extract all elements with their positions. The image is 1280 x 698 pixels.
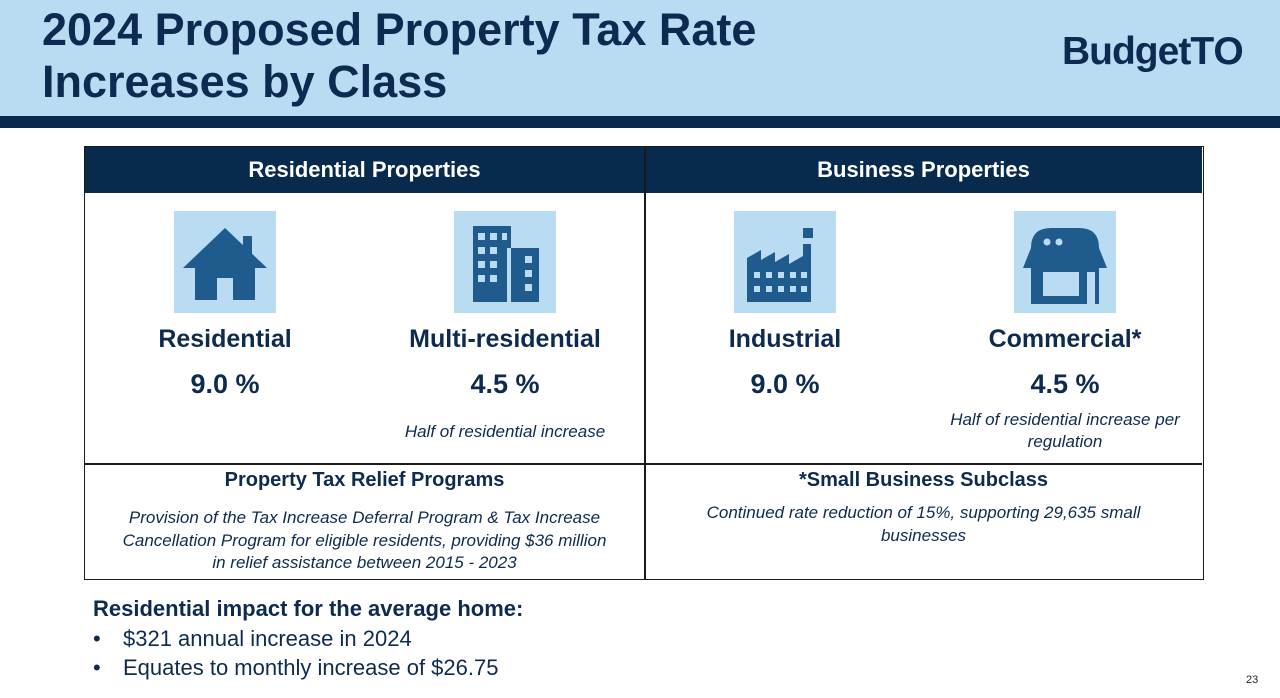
class-label: Residential (158, 325, 292, 353)
apartment-building-icon (454, 211, 556, 313)
class-multi-residential: Multi-residential 4.5 % Half of resident… (365, 211, 645, 443)
tax-class-table: Residential Properties Business Properti… (84, 146, 1204, 580)
class-rate: 9.0 % (750, 369, 820, 399)
small-business-line-1: Continued rate reduction of 15%, support… (706, 503, 1141, 522)
page-number: 23 (1246, 674, 1259, 686)
storefront-icon (1014, 211, 1116, 313)
relief-programs-description: Provision of the Tax Increase Deferral P… (85, 507, 644, 575)
class-note-line-2: regulation (1027, 432, 1103, 451)
class-rate: 9.0 % (190, 369, 260, 399)
small-business-line-2: businesses (880, 525, 967, 545)
bullet-icon: • (93, 626, 101, 651)
relief-line-2: Cancellation Program for eligible reside… (122, 530, 607, 550)
budgetto-logo: BudgetTO (1062, 30, 1244, 74)
class-note-line-1: Half of residential increase per (950, 410, 1180, 429)
class-rate: 4.5 % (470, 369, 540, 399)
class-note: Half of residential increase (404, 422, 606, 441)
logo-suffix: TO (1190, 30, 1244, 73)
class-note: Half of residential increase per regulat… (925, 409, 1205, 453)
impact-list: • $321 annual increase in 2024 • Equates t… (93, 624, 498, 682)
slide-title: 2024 Proposed Property Tax Rate Increase… (42, 4, 756, 108)
residential-properties-header: Residential Properties (85, 147, 644, 193)
class-industrial: Industrial 9.0 % (645, 211, 925, 399)
relief-line-1: Provision of the Tax Increase Deferral P… (128, 508, 601, 527)
relief-programs-title: Property Tax Relief Programs (224, 469, 505, 491)
class-residential: Residential 9.0 % (85, 211, 365, 399)
title-banner (0, 0, 1280, 116)
class-rate: 4.5 % (1030, 369, 1100, 399)
class-commercial: Commercial* 4.5 % Half of residential in… (925, 211, 1205, 453)
logo-prefix: Budget (1062, 30, 1191, 73)
class-label: Commercial* (988, 325, 1142, 353)
small-business-description: Continued rate reduction of 15%, support… (645, 502, 1202, 547)
house-icon (174, 211, 276, 313)
bullet-icon: • (93, 655, 101, 680)
impact-heading: Residential impact for the average home: (93, 596, 524, 621)
list-item: • Equates to monthly increase of $26.75 (93, 653, 498, 682)
factory-icon (734, 211, 836, 313)
slide-title-line-1: 2024 Proposed Property Tax Rate (42, 4, 757, 55)
list-item: • $321 annual increase in 2024 (93, 624, 498, 653)
title-divider (0, 116, 1280, 128)
slide-title-line-2: Increases by Class (42, 56, 448, 107)
class-label: Multi-residential (409, 325, 601, 353)
impact-text: Equates to monthly increase of $26.75 (123, 655, 499, 680)
row-divider (85, 463, 1202, 465)
relief-line-3: in relief assistance between 2015 - 2023 (212, 553, 517, 572)
impact-text: $321 annual increase in 2024 (123, 626, 412, 651)
business-properties-header: Business Properties (645, 147, 1202, 193)
small-business-title: *Small Business Subclass (798, 469, 1048, 491)
class-label: Industrial (728, 325, 842, 353)
column-divider (644, 147, 646, 579)
